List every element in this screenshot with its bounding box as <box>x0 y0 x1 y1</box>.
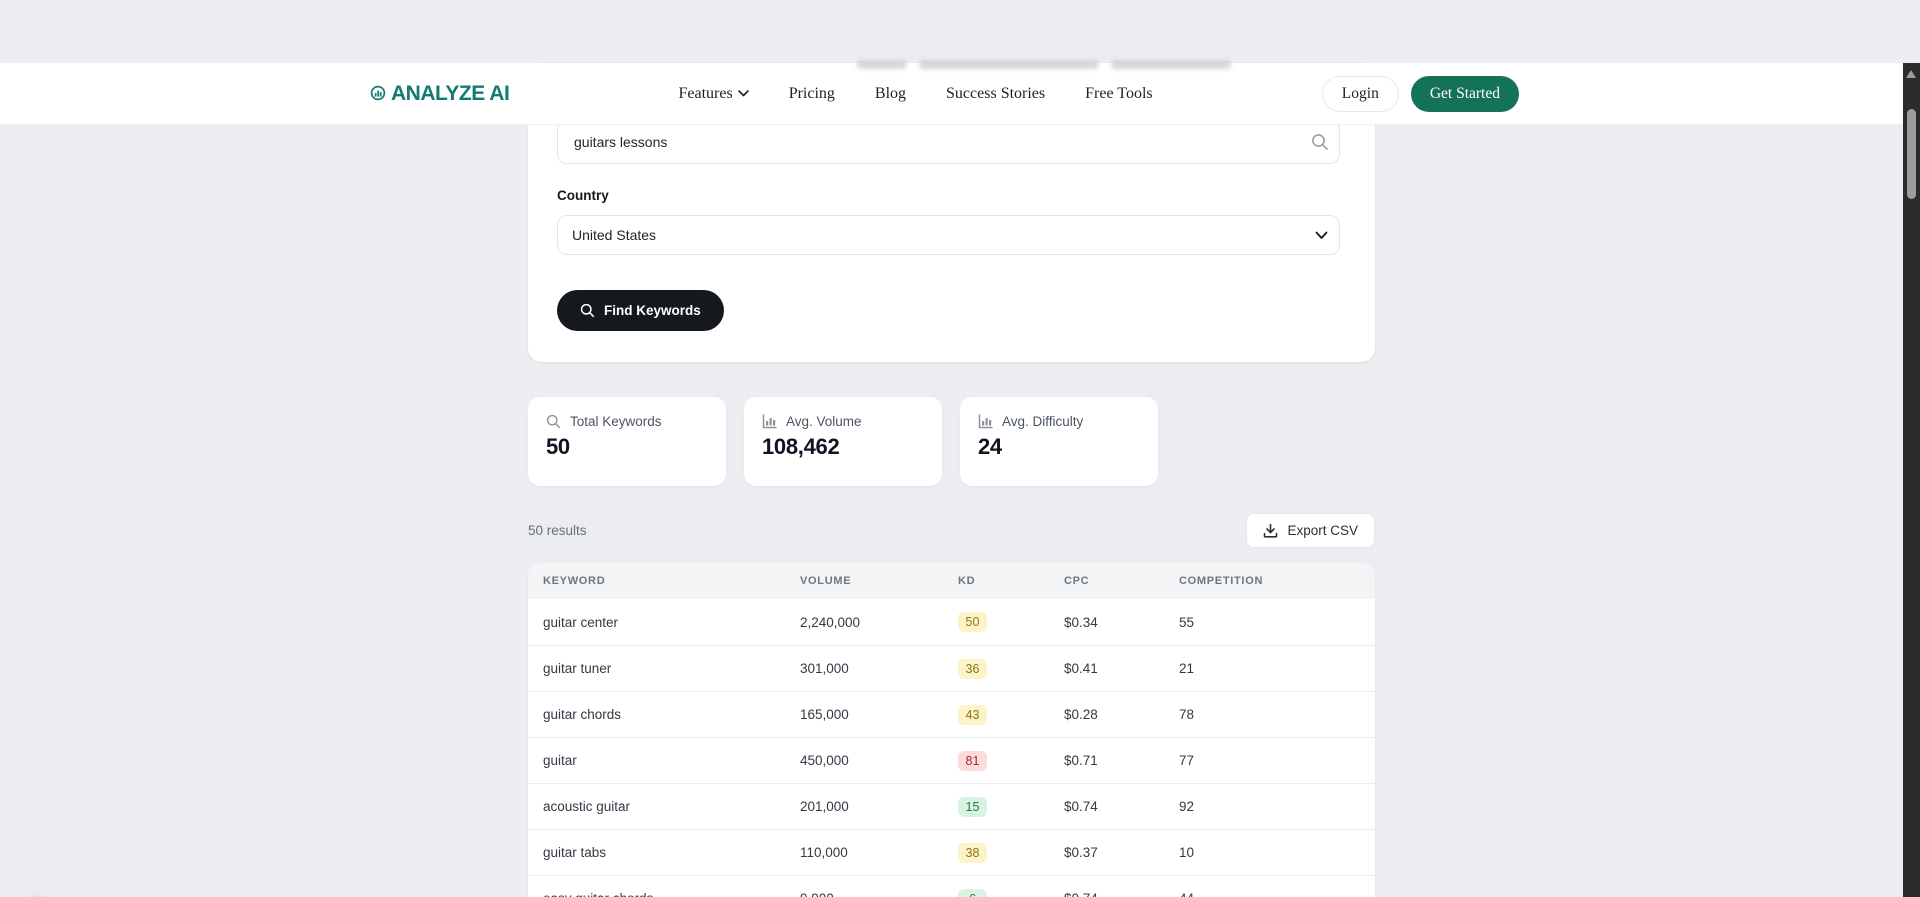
table-row: acoustic guitar 201,000 15 $0.74 92 <box>528 783 1375 829</box>
keyword-cell: guitar <box>543 753 577 768</box>
keyword-cell: guitar chords <box>543 707 622 722</box>
top-navbar: ANALYZE AI Features Pricing Blog Success… <box>0 60 1903 125</box>
country-label: Country <box>557 188 609 203</box>
main-content: Enter a seed keyword Country United Stat… <box>528 63 1375 897</box>
page-scrollbar[interactable] <box>1903 63 1920 897</box>
volume-cell: 201,000 <box>800 799 849 814</box>
logo-text: ANALYZE AI <box>391 81 510 105</box>
competition-cell: 77 <box>1179 753 1195 768</box>
nav-item-features[interactable]: Features <box>678 85 749 103</box>
kd-badge: 50 <box>958 612 987 632</box>
page: ANALYZE AI Features Pricing Blog Success… <box>0 60 1903 897</box>
table-header-row: KEYWORD VOLUME KD CPC COMPETITION <box>528 563 1375 599</box>
cpc-cell: $0.37 <box>1064 845 1098 860</box>
cpc-cell: $0.74 <box>1064 799 1098 814</box>
scrollbar-thumb[interactable] <box>1907 109 1916 199</box>
nav-links: Features Pricing Blog Success Stories Fr… <box>678 85 1152 103</box>
cpc-cell: $0.71 <box>1064 753 1098 768</box>
stat-value: 24 <box>978 434 1002 459</box>
kd-badge: 36 <box>958 658 987 679</box>
get-started-button[interactable]: Get Started <box>1410 75 1519 112</box>
volume-cell: 2,240,000 <box>800 614 861 630</box>
column-header-kd: KD <box>958 575 976 587</box>
bar-chart-icon <box>978 414 993 429</box>
stat-avg-difficulty: Avg. Difficulty 24 <box>960 397 1158 486</box>
competition-cell: 21 <box>1179 661 1195 676</box>
keyword-cell: guitar tabs <box>543 845 607 860</box>
table-row: guitar tabs 110,000 38 $0.37 10 <box>528 829 1375 875</box>
cpc-cell: $0.34 <box>1064 614 1098 630</box>
volume-cell: 450,000 <box>800 753 849 768</box>
column-header-competition: COMPETITION <box>1179 575 1264 587</box>
competition-cell: 55 <box>1179 614 1195 630</box>
kd-cell: 36 <box>958 658 1064 679</box>
stat-value: 50 <box>546 434 570 459</box>
keyword-cell: guitar center <box>543 614 619 630</box>
kd-badge: 38 <box>958 842 987 863</box>
kd-cell: 38 <box>958 842 1064 863</box>
column-header-cpc: CPC <box>1064 575 1090 587</box>
find-keywords-button[interactable]: Find Keywords <box>557 290 724 331</box>
competition-cell: 44 <box>1179 891 1375 897</box>
seed-keyword-input[interactable] <box>557 120 1340 164</box>
chevron-down-icon <box>737 90 749 97</box>
volume-cell: 9,900 <box>800 891 958 897</box>
search-icon <box>1311 133 1329 156</box>
kd-cell: 43 <box>958 704 1064 725</box>
country-select[interactable]: United States <box>557 215 1340 255</box>
table-row: guitar center 2,240,000 50 $0.34 55 <box>528 599 1375 645</box>
competition-cell: 10 <box>1179 845 1195 860</box>
volume-cell: 301,000 <box>800 661 849 676</box>
competition-cell: 92 <box>1179 799 1195 814</box>
nav-item-success-stories[interactable]: Success Stories <box>946 84 1046 102</box>
results-count: 50 results <box>528 523 587 538</box>
stat-total-keywords: Total Keywords 50 <box>528 397 726 486</box>
logo[interactable]: ANALYZE AI <box>370 81 510 106</box>
table-body: guitar center 2,240,000 50 $0.34 55 guitar tu… <box>528 599 1375 897</box>
keyword-cell: acoustic guitar <box>543 799 631 814</box>
column-header-keyword: KEYWORD <box>543 575 606 587</box>
kd-cell: 50 <box>958 612 1064 632</box>
table-row: guitar 450,000 81 $0.71 77 <box>528 737 1375 783</box>
kd-badge: 43 <box>958 704 987 725</box>
column-header-volume: VOLUME <box>800 575 852 587</box>
stats-row: Total Keywords 50 Avg. Volume 108,462 <box>528 397 1375 486</box>
results-bar: 50 results Export CSV <box>528 513 1375 548</box>
table-row: guitar tuner 301,000 36 $0.41 21 <box>528 645 1375 691</box>
scroll-up-arrow[interactable] <box>1906 70 1916 78</box>
cpc-cell: $0.41 <box>1064 661 1098 676</box>
volume-cell: 165,000 <box>800 707 849 722</box>
table-row: easy guitar chords9,9006 $0.7444 <box>528 875 1375 897</box>
nav-actions: Login Get Started <box>1321 75 1519 112</box>
nav-item-free-tools[interactable]: Free Tools <box>1085 84 1153 102</box>
competition-cell: 78 <box>1179 707 1195 722</box>
partial-hero-text-blur <box>857 60 1231 71</box>
table-row: guitar chords 165,000 43 $0.28 78 <box>528 691 1375 737</box>
kd-cell: 6 <box>958 888 1064 897</box>
volume-cell: 110,000 <box>800 845 848 860</box>
nav-item-blog[interactable]: Blog <box>874 84 907 102</box>
export-csv-button[interactable]: Export CSV <box>1246 513 1375 548</box>
logo-chart-magnifier-icon <box>370 85 387 102</box>
search-icon <box>546 414 561 429</box>
nav-item-pricing[interactable]: Pricing <box>788 84 835 102</box>
search-icon <box>580 303 595 318</box>
cpc-cell: $0.74 <box>1064 891 1179 897</box>
kd-cell: 15 <box>958 796 1064 817</box>
kd-cell: 81 <box>958 750 1064 771</box>
kd-badge: 15 <box>958 796 987 817</box>
kd-badge: 6 <box>958 888 987 897</box>
download-icon <box>1263 523 1278 538</box>
cpc-cell: $0.28 <box>1064 707 1098 722</box>
stat-value: 108,462 <box>762 434 840 459</box>
login-button[interactable]: Login <box>1321 75 1399 112</box>
bar-chart-icon <box>762 414 777 429</box>
keywords-table: KEYWORD VOLUME KD CPC COMPETITION guitar… <box>528 563 1375 897</box>
kd-badge: 81 <box>958 750 987 771</box>
stat-avg-volume: Avg. Volume 108,462 <box>744 397 942 486</box>
keyword-cell: guitar tuner <box>543 661 612 676</box>
keyword-cell: easy guitar chords <box>543 891 800 897</box>
